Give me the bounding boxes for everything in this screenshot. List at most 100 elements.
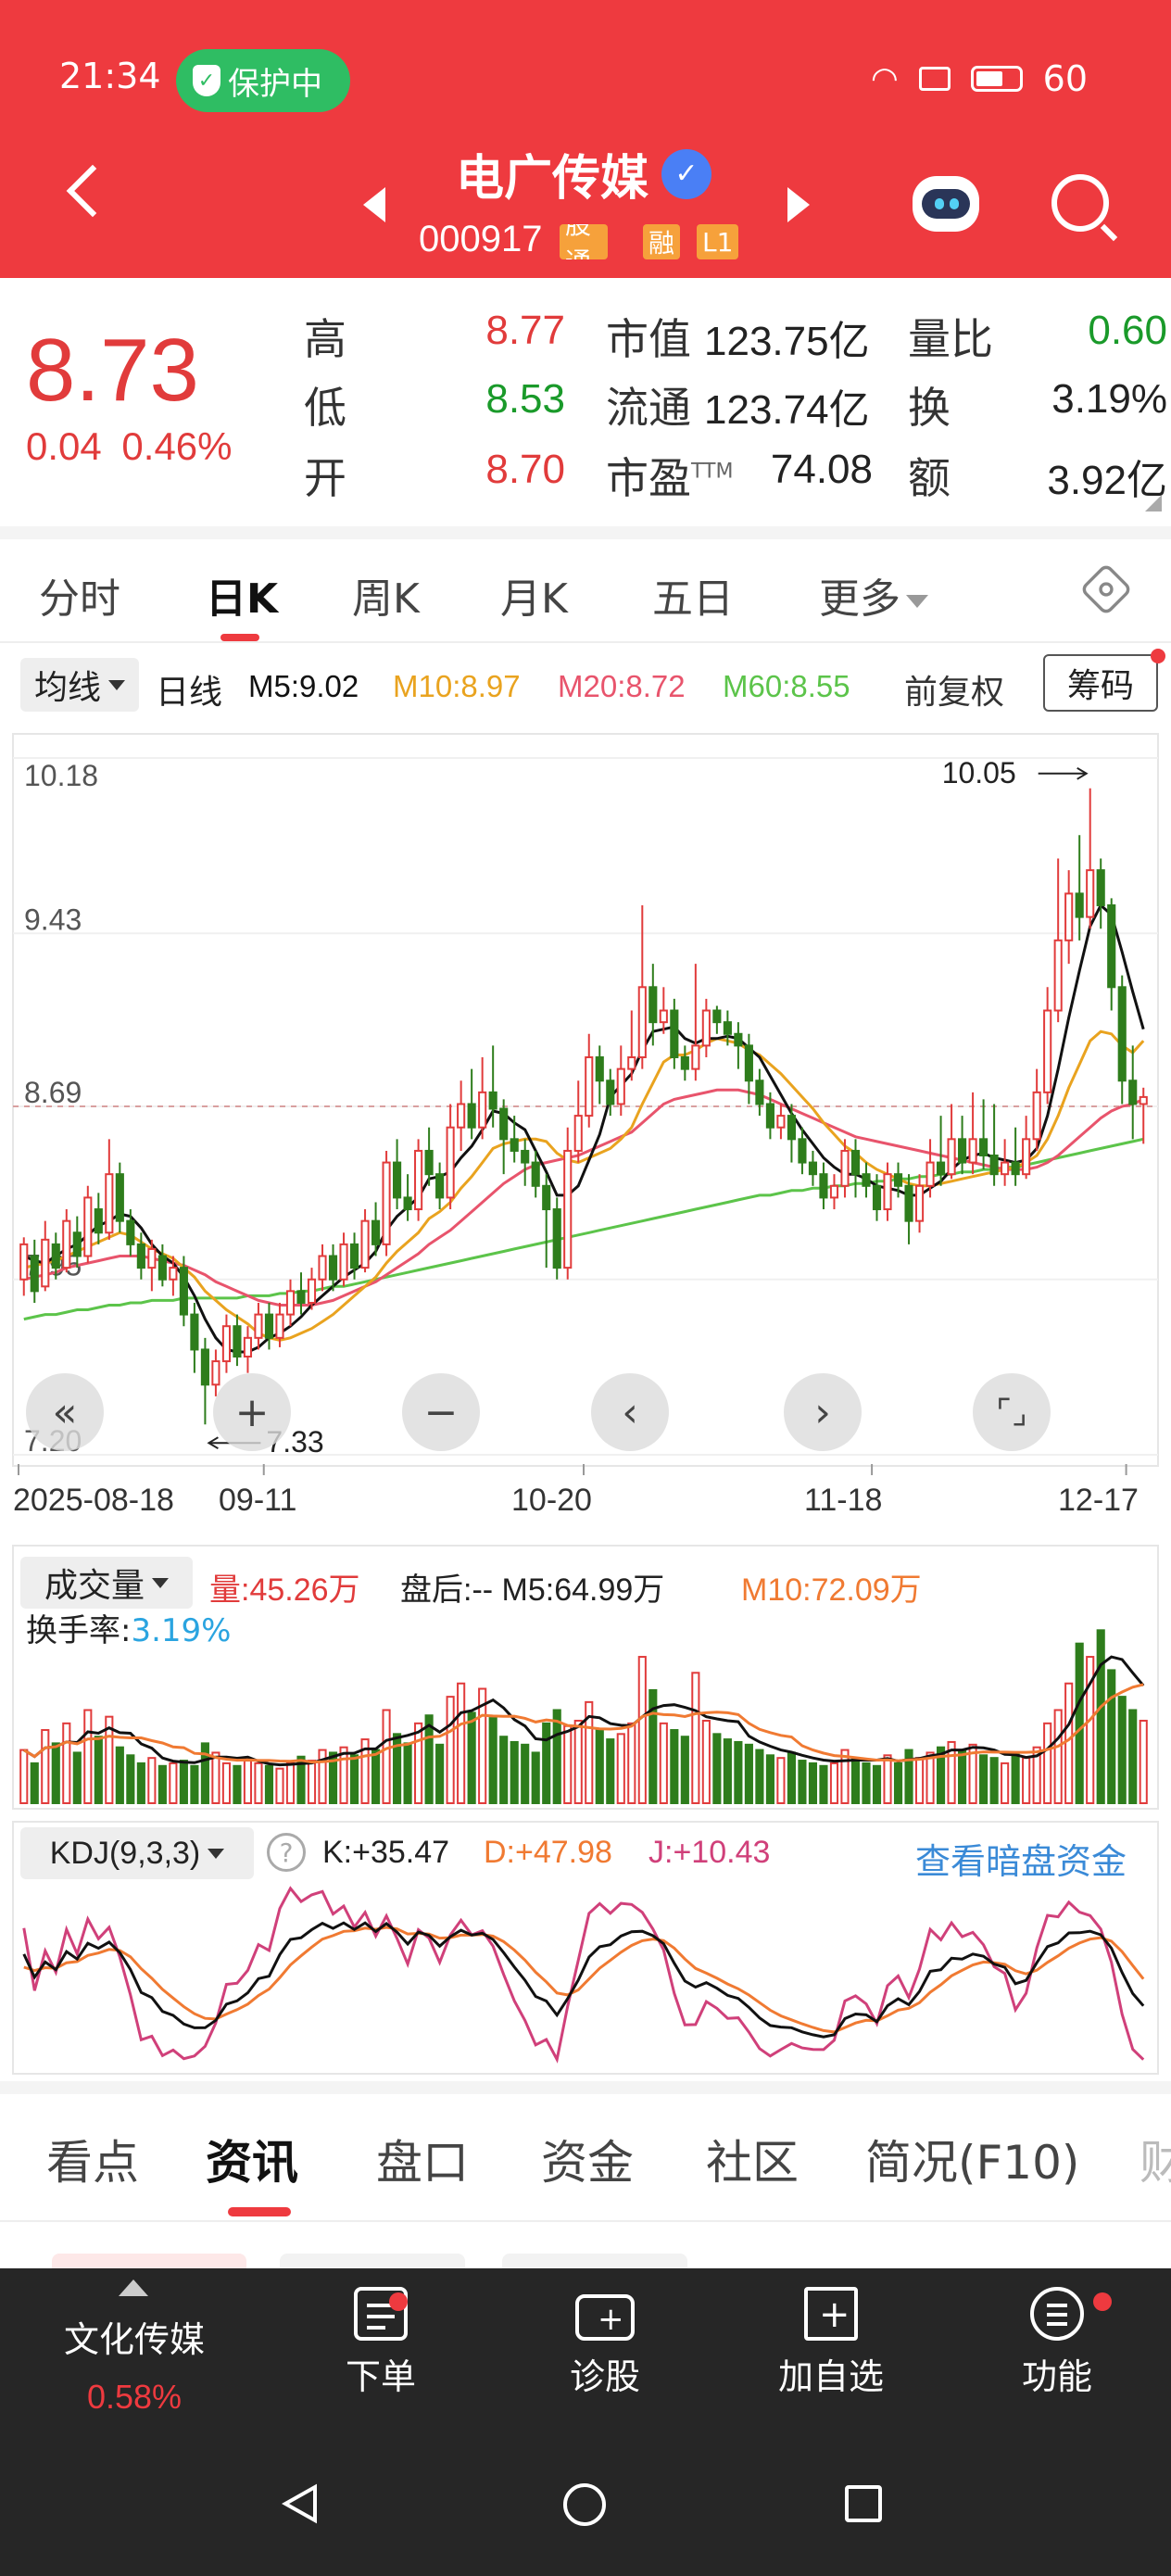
volume-bar	[893, 1762, 903, 1805]
kdj-k: K:+35.47	[322, 1835, 450, 1870]
kdj-selector[interactable]: KDJ(9,3,3)	[20, 1827, 254, 1879]
volume-bar	[712, 1733, 722, 1804]
volume-bar	[734, 1740, 743, 1804]
expand-corner-icon[interactable]	[1145, 495, 1162, 511]
fullscreen-icon[interactable]: ⌜⌟	[973, 1373, 1051, 1451]
add-watchlist-button[interactable]: + 加自选	[771, 2287, 891, 2399]
tab-active-indicator	[220, 634, 259, 641]
high-value: 8.77	[485, 308, 565, 353]
volume-bar	[798, 1760, 807, 1805]
candle-body	[914, 1184, 925, 1222]
volume-bar	[776, 1757, 786, 1805]
ma10-line	[23, 1029, 1145, 1342]
nav-back-icon[interactable]	[281, 2483, 319, 2524]
kdj-j: J:+10.43	[648, 1835, 771, 1870]
back-arrow-icon[interactable]	[66, 164, 120, 218]
protect-badge[interactable]: ✓ 保护中	[176, 49, 350, 112]
open-label: 开	[304, 453, 346, 503]
diagnose-button[interactable]: + 诊股	[554, 2287, 656, 2399]
candle-body	[883, 1173, 892, 1211]
candle-body	[19, 1243, 29, 1281]
zoom-out-icon[interactable]: −	[402, 1373, 480, 1451]
help-icon[interactable]: ?	[267, 1833, 306, 1872]
chevron-down-icon	[108, 679, 125, 690]
candle-body	[414, 1149, 423, 1211]
tab-community[interactable]: 社区	[706, 2136, 799, 2190]
candle-body	[904, 1184, 913, 1222]
candle-body	[712, 1009, 722, 1024]
candle-body	[1086, 869, 1095, 918]
search-icon[interactable]	[1051, 174, 1109, 232]
robot-assistant-icon[interactable]	[913, 176, 979, 232]
tab-highlights[interactable]: 看点	[46, 2136, 139, 2190]
volume-bar	[947, 1740, 956, 1804]
chevron-down-icon	[906, 595, 928, 608]
news-chip[interactable]	[52, 2254, 246, 2268]
volume-bar	[862, 1762, 871, 1805]
candle-body	[850, 1149, 861, 1176]
volume-bar	[488, 1717, 497, 1805]
pan-left-icon[interactable]: ‹	[591, 1373, 669, 1451]
candle-body	[488, 1091, 497, 1110]
tab-news[interactable]: 资讯	[206, 2136, 298, 2190]
candle-body	[339, 1243, 348, 1281]
pe-label: 市盈TTM	[606, 453, 734, 503]
volume-m10-line	[23, 1683, 1144, 1764]
candle-body	[62, 1219, 71, 1269]
ma60-label: M60:8.55	[723, 669, 850, 703]
prev-stock-icon[interactable]	[363, 187, 385, 222]
dark-pool-link[interactable]: 查看暗盘资金	[915, 1841, 1127, 1882]
kdj-j-line	[22, 1886, 1145, 2064]
tab-more[interactable]: 更多	[819, 565, 928, 625]
tab-five-day[interactable]: 五日	[652, 575, 734, 623]
volume-bar	[563, 1724, 573, 1804]
volume-bar	[510, 1740, 519, 1804]
kline-chart[interactable]: 10.189.438.697.957.20 10.057.33	[0, 723, 1171, 1483]
tab-monthly-k[interactable]: 月K	[500, 575, 568, 623]
volume-bar	[382, 1709, 391, 1804]
candle-body	[136, 1243, 145, 1269]
chip-button[interactable]: 筹码	[1043, 654, 1158, 712]
volume-bar	[339, 1746, 348, 1804]
tab-finance[interactable]: 财	[1140, 2136, 1171, 2190]
tab-active-indicator	[228, 2207, 291, 2216]
tab-profile-f10[interactable]: 简况(F10)	[865, 2136, 1080, 2190]
rewind-icon[interactable]: «	[26, 1373, 104, 1451]
nav-recent-icon[interactable]	[845, 2485, 882, 2522]
volume-bar	[637, 1656, 647, 1804]
volume-bar	[872, 1764, 882, 1805]
turnover-row: 换手率:3.19%	[26, 1612, 232, 1649]
sector-name[interactable]: 文化传媒	[63, 2319, 205, 2360]
low-value: 8.53	[485, 376, 565, 422]
news-chip[interactable]	[502, 2254, 687, 2268]
tab-intraday[interactable]: 分时	[39, 575, 120, 623]
candle-body	[616, 1067, 625, 1105]
nav-home-icon[interactable]	[563, 2483, 606, 2526]
adjust-label[interactable]: 前复权	[904, 673, 1005, 711]
y-tick-label: 9.43	[24, 903, 82, 936]
candle-body	[627, 1056, 636, 1070]
chart-settings-icon[interactable]	[1079, 562, 1133, 616]
mcap-label: 市值	[606, 314, 691, 364]
next-stock-icon[interactable]	[787, 187, 810, 222]
menu-circle-icon	[1030, 2287, 1084, 2341]
candle-body	[734, 1032, 743, 1047]
tab-orderbook[interactable]: 盘口	[376, 2136, 469, 2190]
float-label: 流通	[606, 383, 691, 433]
tab-funds[interactable]: 资金	[541, 2136, 634, 2190]
function-button[interactable]: 功能	[1006, 2287, 1108, 2399]
ma-selector[interactable]: 均线	[20, 658, 139, 712]
zoom-in-icon[interactable]: +	[213, 1373, 291, 1451]
order-button[interactable]: 下单	[330, 2287, 432, 2399]
tab-daily-k[interactable]: 日K	[206, 575, 279, 623]
pan-right-icon[interactable]: ›	[784, 1373, 862, 1451]
volume-bar	[393, 1733, 402, 1804]
news-chip-row	[52, 2254, 700, 2268]
volume-selector[interactable]: 成交量	[20, 1557, 193, 1609]
candle-body	[424, 1149, 434, 1176]
candle-body	[30, 1255, 39, 1293]
volume-bar	[179, 1760, 188, 1805]
amount-value: 3.92亿	[1047, 458, 1167, 503]
news-chip[interactable]	[280, 2254, 465, 2268]
tab-weekly-k[interactable]: 周K	[352, 575, 420, 623]
